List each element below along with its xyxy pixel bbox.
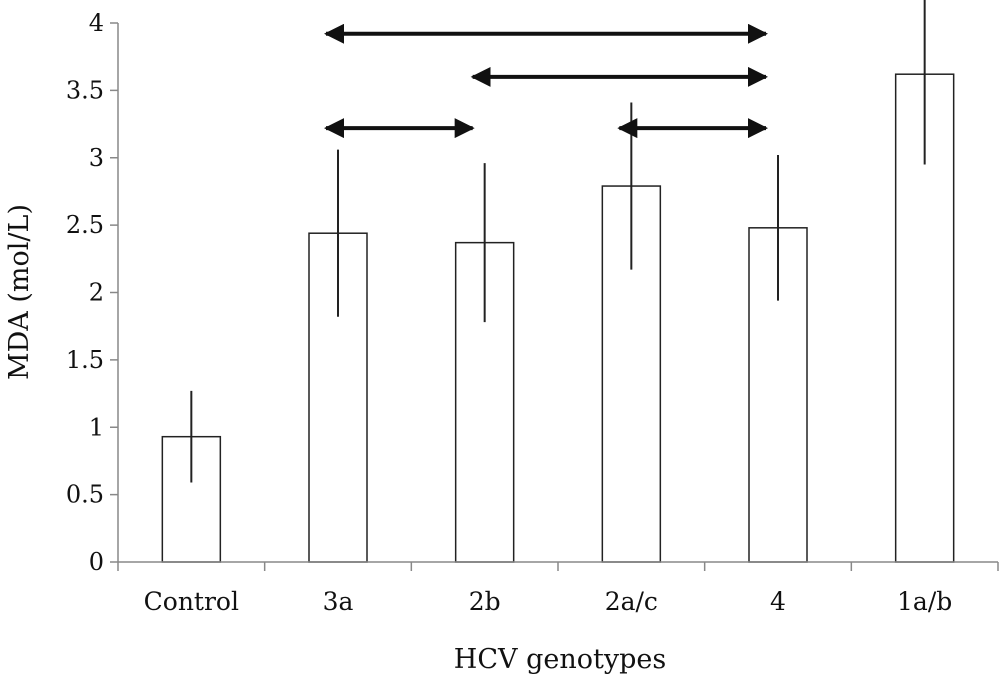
axes-layer: 0 0.5 1 1.5 2 2.5 3 3.5 4 Control 3a 2b 2a/c 4 1a/b bbox=[66, 9, 999, 616]
y-tick-label: 2 bbox=[89, 279, 104, 307]
y-tick-label: 4 bbox=[89, 9, 104, 37]
x-tick-label: 2b bbox=[469, 587, 501, 616]
y-tick-label: 3.5 bbox=[66, 76, 104, 104]
y-tick-label: 0 bbox=[89, 548, 104, 576]
x-tick-label: 2a/c bbox=[605, 587, 658, 616]
error-bars-layer bbox=[190, 0, 926, 483]
x-tick-label: Control bbox=[144, 587, 239, 616]
bars-layer bbox=[161, 73, 955, 563]
y-tick-label: 0.5 bbox=[66, 481, 104, 509]
x-tick-label: 1a/b bbox=[897, 587, 952, 616]
y-tick-label: 3 bbox=[89, 144, 104, 172]
y-tick-label: 1.5 bbox=[66, 346, 104, 374]
x-tick-label: 3a bbox=[323, 587, 354, 616]
y-tick-label: 1 bbox=[89, 413, 104, 441]
y-tick-label: 2.5 bbox=[66, 211, 104, 239]
x-axis-title: HCV genotypes bbox=[454, 644, 666, 675]
x-tick-label: 4 bbox=[770, 587, 786, 616]
y-axis-title: MDA (mol/L) bbox=[4, 204, 35, 380]
comparison-arrows-layer bbox=[324, 23, 768, 139]
